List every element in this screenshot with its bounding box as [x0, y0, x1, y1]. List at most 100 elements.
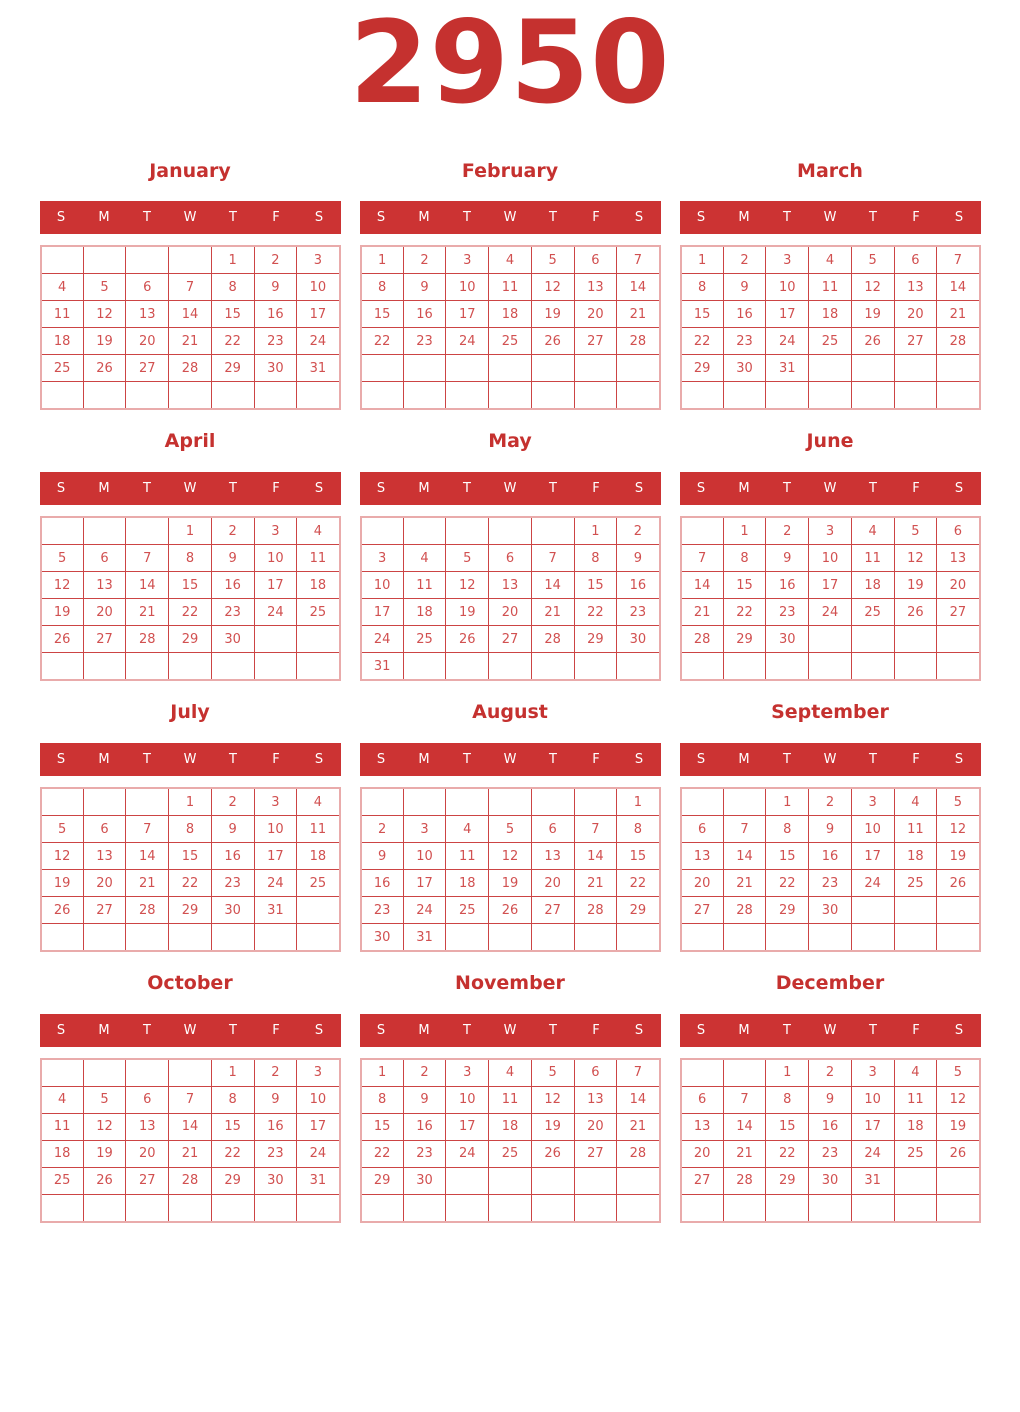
day-cell: 22 — [168, 598, 212, 627]
weekday-label: S — [376, 1022, 386, 1038]
month-title: April — [164, 430, 216, 453]
day-cell: 19 — [445, 598, 490, 627]
day-cell: 7 — [680, 544, 724, 573]
empty-day-cell — [765, 923, 810, 952]
day-cell: 22 — [765, 1139, 810, 1168]
day-cell: 4 — [893, 787, 938, 817]
day-cell: 31 — [253, 896, 298, 925]
day-cell: 3 — [808, 516, 852, 546]
day-cell: 12 — [40, 571, 84, 600]
day-cell: 30 — [808, 896, 852, 925]
day-cell: 18 — [893, 842, 938, 871]
day-cell: 22 — [360, 1139, 404, 1168]
empty-day-cell — [936, 1166, 980, 1195]
empty-day-cell — [893, 625, 938, 654]
empty-day-cell — [360, 787, 404, 817]
day-cell: 26 — [893, 598, 938, 627]
day-cell: 18 — [850, 571, 895, 600]
empty-day-cell — [765, 652, 810, 681]
day-cell: 20 — [573, 300, 618, 329]
week-row: 1 — [360, 787, 660, 817]
day-cell: 20 — [488, 598, 532, 627]
day-cell: 19 — [488, 869, 532, 898]
empty-day-cell — [82, 1058, 127, 1087]
weekday-label: F — [592, 1022, 600, 1038]
empty-day-cell — [296, 652, 340, 681]
day-cell: 24 — [445, 1139, 490, 1168]
weekday-label: M — [738, 1022, 750, 1038]
day-cell: 12 — [530, 273, 575, 302]
month-october: October S M T W T F S 1 2 3 4 5 6 7 8 9 10 11 12 13 14 15 16 17 1… — [39, 972, 341, 1223]
empty-day-cell — [616, 1193, 660, 1223]
empty-day-cell — [296, 1193, 340, 1223]
day-cell: 24 — [850, 1139, 895, 1168]
day-cell: 24 — [296, 1139, 340, 1168]
empty-day-cell — [936, 354, 980, 383]
day-cell: 9 — [808, 815, 852, 844]
day-cell: 12 — [893, 544, 938, 573]
day-cell: 21 — [936, 300, 980, 329]
weekday-label: M — [738, 210, 750, 226]
empty-day-cell — [445, 787, 490, 817]
empty-day-cell — [253, 381, 298, 410]
day-cell: 5 — [530, 245, 575, 275]
day-cell: 25 — [488, 327, 532, 356]
day-cell: 11 — [445, 842, 490, 871]
weekday-label: M — [98, 752, 110, 768]
week-row: 11 12 13 14 15 16 17 — [40, 1112, 340, 1141]
week-row: 26 27 28 29 30 31 — [40, 896, 340, 925]
day-cell: 30 — [402, 1166, 447, 1195]
days-table: 1 2 3 4 5 6 7 8 9 10 11 12 13 14 15 16 17 18 19 20 21 22 23 24 2… — [359, 1057, 661, 1223]
day-cell: 4 — [40, 1085, 84, 1114]
empty-day-cell — [850, 896, 895, 925]
day-cell: 11 — [808, 273, 852, 302]
day-cell: 26 — [936, 869, 980, 898]
day-cell: 2 — [722, 245, 767, 275]
day-cell: 11 — [40, 300, 84, 329]
empty-day-cell — [530, 354, 575, 383]
empty-day-cell — [616, 652, 660, 681]
empty-day-cell — [722, 923, 767, 952]
days-table: 1 2 3 4 5 6 7 8 9 10 11 12 13 14 15 16 17 18 19 20 21 22 23 24 2… — [39, 516, 341, 682]
day-cell: 17 — [296, 1112, 340, 1141]
day-cell: 12 — [936, 1085, 980, 1114]
month-march: March S M T W T F S 1 2 3 4 5 6 7 8 9 10 11 12 13 14 15 16 17 18 1… — [679, 160, 981, 411]
empty-day-cell — [125, 787, 170, 817]
day-cell: 21 — [616, 300, 660, 329]
weekday-label: S — [634, 481, 644, 497]
day-cell: 14 — [168, 1112, 212, 1141]
empty-day-cell — [936, 652, 980, 681]
day-cell: 13 — [530, 842, 575, 871]
day-cell: 26 — [445, 625, 490, 654]
month-title: December — [775, 972, 885, 995]
day-cell: 16 — [808, 1112, 852, 1141]
day-cell: 21 — [168, 327, 212, 356]
weekday-label: T — [869, 752, 877, 768]
month-june: June S M T W T F S 1 2 3 4 5 6 7 8 9 10 11 12 13 14 15 16 17 18 19… — [679, 431, 981, 682]
day-cell: 28 — [722, 896, 767, 925]
empty-day-cell — [296, 923, 340, 952]
day-cell: 23 — [253, 327, 298, 356]
day-cell: 25 — [296, 598, 340, 627]
day-cell: 19 — [40, 869, 84, 898]
empty-day-cell — [488, 1166, 532, 1195]
day-cell: 18 — [296, 571, 340, 600]
day-cell: 13 — [125, 300, 170, 329]
weekday-label: T — [869, 210, 877, 226]
day-cell: 16 — [253, 300, 298, 329]
day-cell: 29 — [722, 625, 767, 654]
weekday-label: S — [954, 1022, 964, 1038]
day-cell: 10 — [360, 571, 404, 600]
day-cell: 8 — [210, 273, 255, 302]
day-cell: 23 — [402, 1139, 447, 1168]
empty-day-cell — [40, 245, 84, 275]
weekday-label: T — [549, 210, 557, 226]
day-cell: 2 — [360, 815, 404, 844]
day-cell: 15 — [765, 1112, 810, 1141]
empty-day-cell — [488, 923, 532, 952]
weekday-label: W — [503, 1022, 517, 1038]
day-cell: 11 — [488, 273, 532, 302]
empty-day-cell — [168, 381, 212, 410]
empty-day-cell — [125, 516, 170, 546]
